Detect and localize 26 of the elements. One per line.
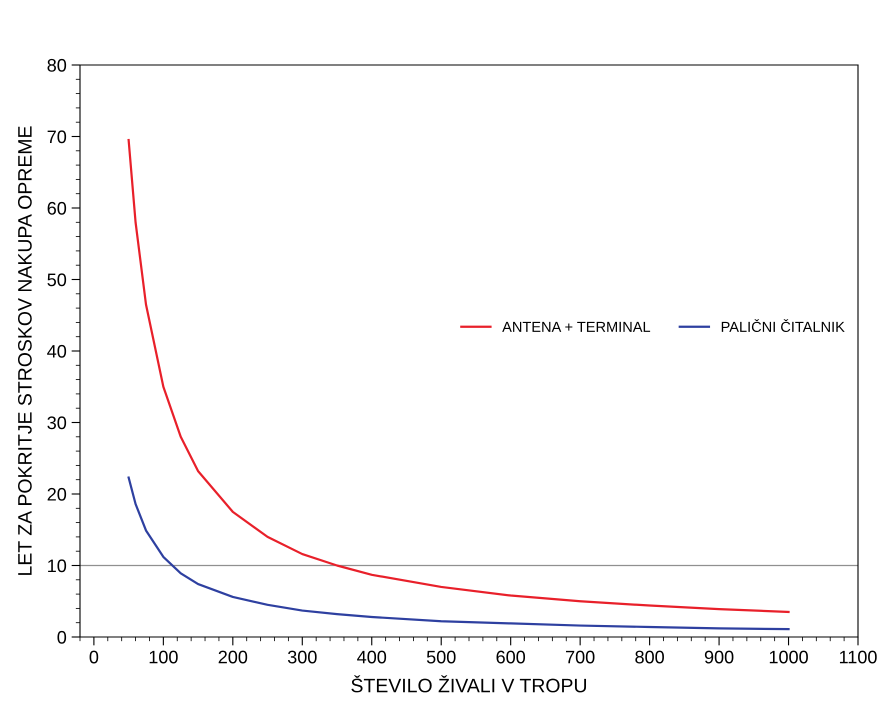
y-tick-label: 10: [48, 559, 66, 572]
x-tick-label: 300: [288, 650, 317, 664]
x-tick-label: 400: [357, 650, 386, 664]
x-tick-label: 900: [704, 650, 734, 664]
legend-label: ANTENA + TERMINAL: [502, 322, 650, 332]
x-tick-label: 800: [635, 650, 664, 664]
y-tick-label: 40: [47, 344, 66, 358]
y-tick-label: 20: [48, 488, 66, 501]
y-tick-label: 0: [57, 630, 66, 644]
y-tick-label: 60: [48, 202, 66, 215]
x-tick-label: 100: [150, 650, 178, 664]
line-series: [128, 476, 790, 630]
x-axis-title: ŠTEVILO ŽIVALI V TROPU: [351, 675, 586, 692]
x-tick-label: 1100: [840, 650, 877, 664]
y-tick-label: 70: [48, 130, 66, 144]
x-tick-label: 600: [496, 650, 526, 664]
x-tick-label: 1000: [770, 650, 808, 664]
legend-label: PALIČNI ČITALNIK: [722, 319, 845, 332]
y-axis-title: LET ZA POKRITJE STROSKOV NAKUPA OPREME: [18, 126, 32, 575]
x-tick-label: 0: [90, 650, 98, 664]
x-tick-label: 500: [426, 650, 456, 664]
x-tick-label: 200: [218, 650, 248, 664]
x-tick-label: 700: [566, 650, 594, 664]
y-tick-label: 50: [47, 273, 66, 286]
y-tick-label: 80: [48, 58, 66, 72]
y-tick-label: 30: [47, 416, 66, 430]
